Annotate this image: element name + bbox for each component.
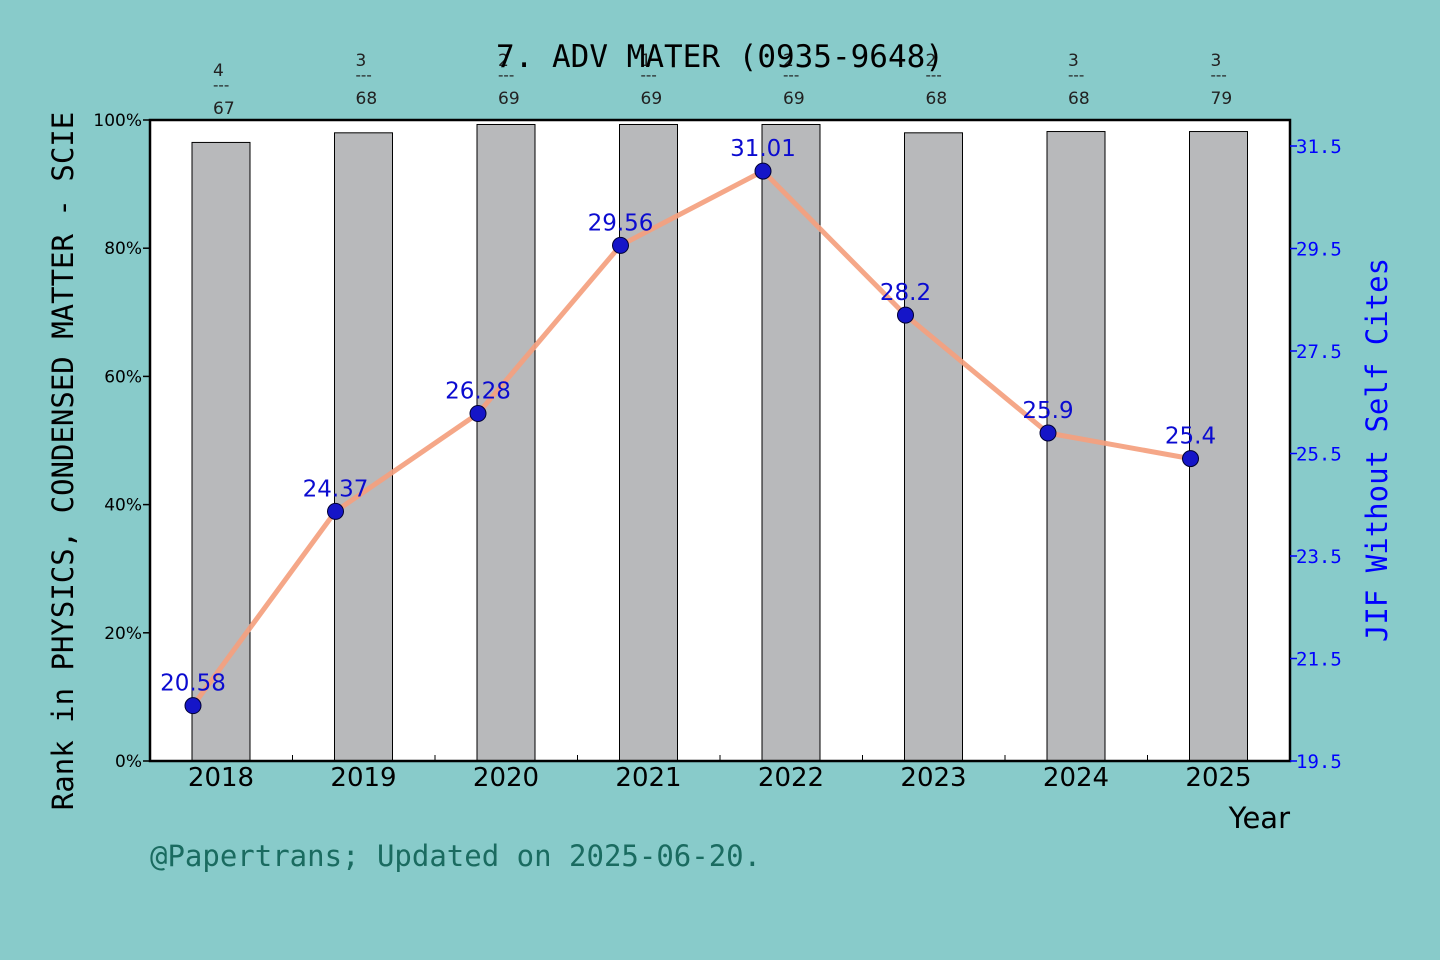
rank-label-top: 2 — [926, 51, 937, 71]
jif-value-label: 29.56 — [588, 210, 654, 236]
left-axis-tick-label: 40% — [104, 496, 142, 516]
bar-2020 — [476, 123, 536, 762]
x-tick-label-2021: 2021 — [615, 763, 681, 793]
jif-value-label: 26.28 — [445, 379, 511, 405]
bar-2022 — [761, 123, 821, 762]
jif-value-label: 25.9 — [1022, 398, 1073, 424]
x-tick-label-2023: 2023 — [900, 763, 966, 793]
jif-value-label: 24.37 — [303, 476, 369, 502]
bar-2018 — [191, 141, 251, 762]
x-axis: 2018 2019 2020 2021 2022 2023 2024 2025 — [188, 755, 1252, 793]
jif-point-2024 — [1039, 424, 1057, 442]
jif-point-2023 — [897, 306, 914, 324]
right-axis-tick-label: 29.5 — [1296, 239, 1342, 261]
jif-value-label: 31.01 — [730, 136, 796, 162]
jif-value-label: 28.2 — [880, 280, 931, 306]
rank-label-separator: --- — [926, 66, 942, 84]
jif-point-2018 — [184, 697, 202, 715]
rank-label-bottom: 69 — [498, 89, 520, 109]
rank-label-top: 2 — [783, 51, 794, 71]
rank-label-top: 3 — [1068, 51, 1079, 71]
rank-label-separator: --- — [1068, 66, 1084, 84]
left-axis-tick-label: 0% — [115, 752, 142, 772]
left-axis-tick-label: 100% — [93, 111, 142, 131]
right-axis-tick-label: 23.5 — [1296, 546, 1342, 568]
rank-label-bottom: 69 — [783, 89, 805, 109]
right-axis-tick-label: 27.5 — [1296, 341, 1342, 363]
rank-label-top: 4 — [213, 61, 224, 81]
rank-label-top: 3 — [1211, 51, 1222, 71]
right-axis-tick-label: 19.5 — [1296, 751, 1342, 773]
left-axis-label: Rank in PHYSICS, CONDENSED MATTER - SCIE — [46, 112, 80, 810]
jif-point-2020 — [469, 405, 487, 423]
jif-point-2019 — [327, 502, 344, 520]
bar-2025 — [1189, 131, 1248, 762]
right-axis-tick-label: 31.5 — [1296, 136, 1342, 158]
x-tick-label-2024: 2024 — [1043, 763, 1109, 793]
rank-label-separator: --- — [783, 66, 799, 84]
rank-label-separator: --- — [213, 76, 229, 94]
left-axis-tick-label: 60% — [104, 367, 142, 387]
bar-series — [191, 123, 1248, 762]
rank-label-bottom: 69 — [641, 89, 663, 109]
plot-area — [150, 120, 1290, 761]
x-tick-label-2018: 2018 — [188, 763, 254, 793]
left-axis-tick-label: 80% — [104, 239, 142, 259]
jif-point-2022 — [754, 162, 772, 180]
x-tick-label-2019: 2019 — [330, 763, 396, 793]
x-axis-label: Year — [1228, 801, 1290, 835]
jif-line-series: 20.58 24.37 26.28 29.56 31.01 28.2 25.9 25.4 — [160, 136, 1216, 715]
chart-title: 7. ADV MATER (0935-9648) — [496, 39, 944, 75]
left-axis-tick-label: 20% — [104, 624, 142, 644]
jif-point-2025 — [1182, 450, 1199, 468]
right-axis-tick-label: 21.5 — [1296, 649, 1342, 671]
bar-2023 — [904, 132, 963, 762]
left-axis: 0% 20% 40% 60% 80% 100% — [93, 111, 150, 772]
rank-label-separator: --- — [356, 66, 372, 84]
jif-value-label: 25.4 — [1165, 424, 1216, 450]
bar-2019 — [334, 132, 393, 762]
x-tick-label-2022: 2022 — [758, 763, 824, 793]
bar-2024 — [1046, 131, 1106, 762]
right-axis-label: JIF Without Self Cites — [1360, 258, 1394, 642]
x-tick-label-2020: 2020 — [473, 763, 539, 793]
rank-label-separator: --- — [1211, 66, 1227, 84]
footer-credit: @Papertrans; Updated on 2025-06-20. — [150, 839, 761, 873]
rank-label-top: 1 — [641, 51, 652, 71]
jif-line — [190, 168, 1191, 708]
right-axis-tick-label: 25.5 — [1296, 444, 1342, 466]
rank-label-bottom: 68 — [356, 89, 378, 109]
rank-label-top: 2 — [498, 51, 509, 71]
right-axis: 19.5 21.5 23.5 25.5 27.5 29.5 31.5 — [1290, 136, 1342, 773]
rank-label-separator: --- — [498, 66, 514, 84]
jif-value-label: 20.58 — [160, 671, 226, 697]
x-tick-label-2025: 2025 — [1185, 763, 1251, 793]
rank-label-bottom: 79 — [1211, 89, 1233, 109]
rank-label-bottom: 68 — [926, 89, 948, 109]
rank-label-bottom: 68 — [1068, 89, 1090, 109]
rank-label-separator: --- — [641, 66, 657, 84]
rank-label-top: 3 — [356, 51, 367, 71]
bar-rank-labels: 4---673---682---691---692---692---683---… — [213, 51, 1232, 119]
rank-label-bottom: 67 — [213, 99, 235, 119]
jif-point-2021 — [612, 236, 629, 254]
